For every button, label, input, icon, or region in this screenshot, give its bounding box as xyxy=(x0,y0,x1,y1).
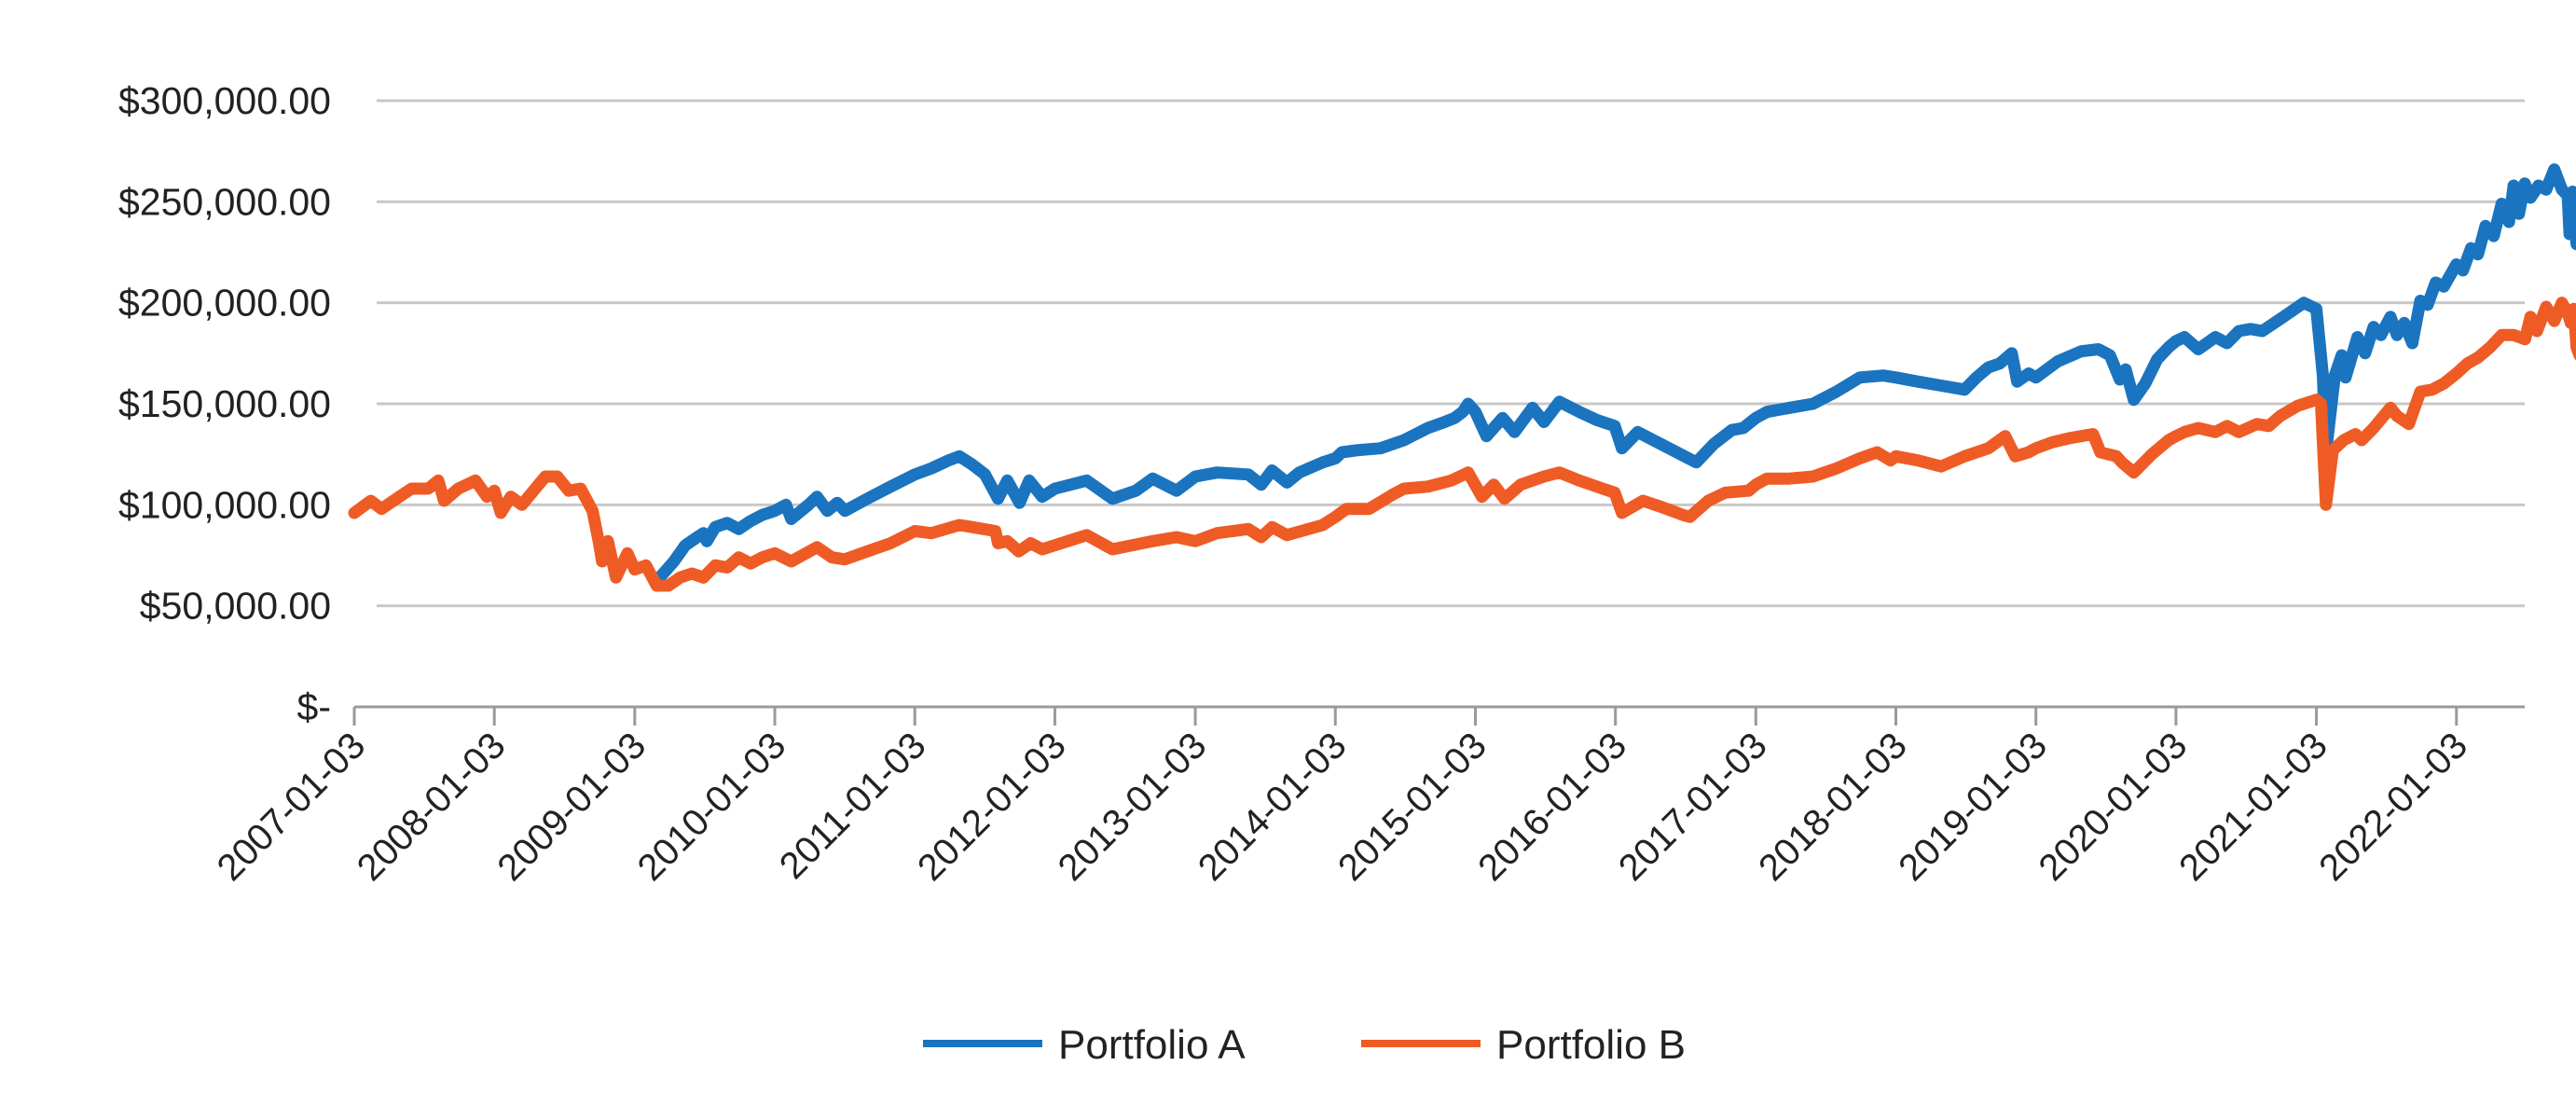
x-tick-label: 2010-01-03 xyxy=(630,725,794,889)
x-tick-label: 2022-01-03 xyxy=(2311,725,2475,889)
series-lines xyxy=(348,163,2576,592)
y-tick-label: $- xyxy=(297,685,331,728)
y-tick-label: $150,000.00 xyxy=(118,382,331,425)
y-tick-label: $200,000.00 xyxy=(118,282,331,325)
x-tick-label: 2016-01-03 xyxy=(1470,725,1634,889)
x-tick-label: 2013-01-03 xyxy=(1051,725,1215,889)
x-axis xyxy=(352,705,2525,726)
series-line-portfolio-b xyxy=(348,297,2576,592)
x-tick-label: 2019-01-03 xyxy=(1891,725,2055,889)
series-line-portfolio-a xyxy=(654,163,2576,584)
y-axis-tick-labels: $- $50,000.00 $100,000.00 $150,000.00 $200,0… xyxy=(118,79,331,728)
x-tick-label: 2011-01-03 xyxy=(772,725,934,887)
legend-label: Portfolio A xyxy=(1058,1022,1246,1068)
legend: Portfolio A Portfolio B xyxy=(923,1022,1686,1068)
x-tick-label: 2014-01-03 xyxy=(1191,725,1355,889)
x-axis-tick-labels: 2007-01-032008-01-032009-01-032010-01-03… xyxy=(210,725,2476,889)
y-tick-label: $250,000.00 xyxy=(118,180,331,223)
x-tick-label: 2009-01-03 xyxy=(489,725,654,889)
y-tick-label: $300,000.00 xyxy=(118,79,331,122)
x-tick-label: 2008-01-03 xyxy=(350,725,514,889)
x-tick-label: 2012-01-03 xyxy=(910,725,1074,889)
y-tick-label: $100,000.00 xyxy=(118,483,331,526)
y-tick-label: $50,000.00 xyxy=(140,585,331,628)
x-tick-label: 2007-01-03 xyxy=(210,725,374,889)
x-tick-label: 2015-01-03 xyxy=(1330,725,1495,889)
x-tick-label: 2021-01-03 xyxy=(2171,725,2335,889)
legend-label: Portfolio B xyxy=(1496,1022,1686,1068)
x-tick-label: 2020-01-03 xyxy=(2031,725,2195,889)
gridlines xyxy=(377,99,2525,608)
x-tick-label: 2017-01-03 xyxy=(1611,725,1775,889)
x-tick-label: 2018-01-03 xyxy=(1751,725,1915,889)
